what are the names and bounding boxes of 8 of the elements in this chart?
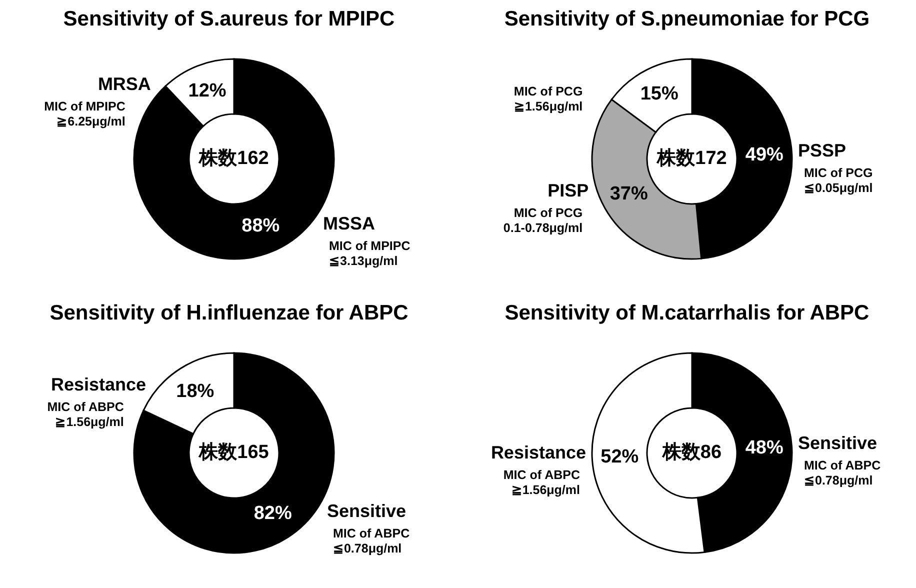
title: Sensitivity of H.influenzae for ABPC [50,302,408,325]
center-label: 株数165 [199,442,269,464]
center-label: 株数86 [662,442,722,464]
title: Sensitivity of S.aureus for MPIPC [63,8,395,31]
title: Sensitivity of M.catarrhalis for ABPC [504,302,870,325]
center-label: 株数162 [199,148,269,170]
title: Sensitivity of S.pneumoniae for PCG [504,8,870,31]
center-label: 株数172 [657,148,727,170]
